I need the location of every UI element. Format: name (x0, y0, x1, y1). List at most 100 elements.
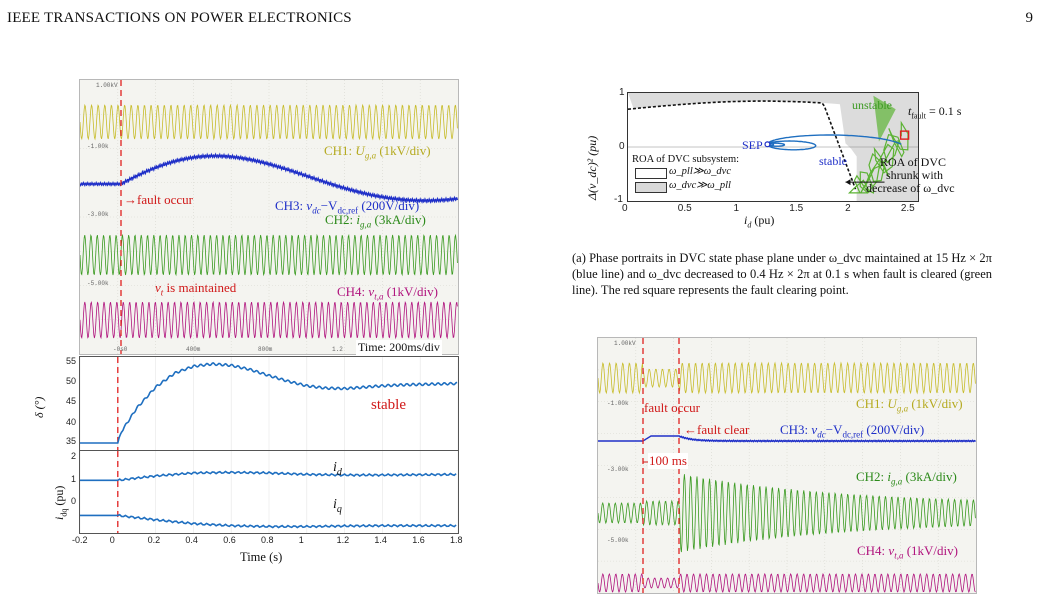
idq-plot-svg (80, 451, 458, 533)
left-ch1-label: CH1: Ug,a (1kV/div) (324, 143, 431, 161)
left-scope-t2: 800m (258, 346, 273, 353)
roa-dvc-line2: shrunk with (886, 168, 943, 182)
left-scope-grid-m3: -3.00k (87, 211, 109, 218)
right-ch4-label: CH4: vt,a (1kV/div) (857, 543, 958, 561)
idq-xlabel: Time (s) (240, 550, 283, 564)
phase-sep-label: SEP (742, 138, 763, 152)
sep-marker (764, 141, 771, 148)
left-ch1-trace (80, 103, 458, 141)
page-number: 9 (1025, 10, 1034, 26)
right-scope-grid-top: 1.00kV (614, 340, 636, 347)
delta-plot (79, 356, 459, 451)
journal-header: IEEE TRANSACTIONS ON POWER ELECTRONICS (7, 10, 352, 26)
idq-xtick: 1.4 (374, 535, 387, 545)
phase-plot-svg (628, 93, 918, 201)
idq-xtick: 1.6 (412, 535, 425, 545)
phase-ylabel: Δ(v_dc)² (pu) (585, 135, 599, 200)
phase-xtick: 0 (622, 203, 628, 214)
phase-unstable-label: unstable (852, 98, 892, 112)
phase-xtick: 2 (845, 203, 851, 214)
right-scope-grid-m3: -3.00k (607, 466, 629, 473)
idq-xtick: 0.2 (147, 535, 161, 545)
delta-stable-label: stable (371, 397, 406, 413)
delta-ytick-35: 35 (66, 436, 77, 446)
left-scope-t3: 1.2 (332, 346, 343, 353)
phase-xlabel: id (pu) (744, 213, 775, 230)
roa-grey-region (628, 93, 918, 201)
roa-legend-title: ROA of DVC subsystem: (632, 154, 740, 165)
delta-ytick-55: 55 (66, 356, 77, 366)
idq-xtick: -0.2 (72, 535, 88, 545)
phase-ytick-1: 1 (619, 87, 625, 98)
idq-ytick-1: 1 (71, 474, 77, 484)
idq-xtick: 0 (109, 535, 115, 545)
idq-ylabel: idq (pu) (52, 485, 69, 520)
left-vt-maintained-label: vt is maintained (155, 280, 237, 298)
right-scope-grid-m1: -1.00k (607, 400, 629, 407)
roa-legend-white: ω_pll≫ω_dvc (669, 166, 731, 177)
left-oscilloscope (79, 79, 459, 355)
idq-ytick-2: 2 (71, 451, 77, 461)
phase-plot (627, 92, 919, 202)
right-ch1-label: CH1: Ug,a (1kV/div) (856, 396, 963, 414)
left-scope-t1: 400m (186, 346, 201, 353)
iq-series-line (80, 513, 457, 529)
phase-xtick: 0.5 (677, 203, 692, 214)
left-ch3-trace (80, 152, 458, 204)
right-duration-label: 100 ms (648, 453, 688, 469)
idq-xtick: 1.8 (450, 535, 463, 545)
right-scope-traces (598, 338, 976, 593)
idq-xtick: 0.4 (185, 535, 198, 545)
right-ch3-trace (598, 435, 976, 443)
id-series-line (80, 470, 457, 482)
right-ch2-trace (598, 474, 976, 553)
right-ch3-label: CH3: vdc−Vdc,ref (200V/div) (780, 422, 925, 440)
right-ch1-trace (598, 361, 976, 395)
roa-legend-white-swatch (635, 168, 667, 179)
left-scope-grid-m1: -1.00k (87, 143, 109, 150)
left-time-div-label: Time: 200ms/div (356, 340, 442, 355)
idq-xtick: 1 (298, 535, 304, 545)
left-ch2-label: CH2: ig,a (3kA/div) (325, 212, 426, 230)
phase-stable-label: stable (819, 154, 847, 168)
delta-ytick-50: 50 (66, 376, 77, 386)
idq-xtick: 0.6 (223, 535, 236, 545)
figure-caption-a: (a) Phase portraits in DVC state phase p… (572, 251, 992, 297)
delta-plot-svg (80, 357, 458, 450)
right-ch4-trace (598, 572, 976, 593)
roa-legend-grey: ω_dvc≫ω_pll (669, 180, 731, 191)
phase-xtick: 1.5 (789, 203, 804, 214)
phase-tfault-label: tfault = 0.1 s (908, 104, 962, 121)
unstable-trajectory (847, 120, 909, 194)
left-ch3-label: CH3: vdc−Vdc,ref (200V/div) (275, 198, 420, 216)
left-scope-traces (80, 80, 458, 354)
delta-ylabel: δ (°) (32, 396, 46, 418)
phase-xtick: 1 (733, 203, 740, 214)
idq-ytick-0: 0 (71, 496, 77, 506)
left-scope-grid-top: 1.00kV (96, 82, 118, 89)
left-ch2-trace (80, 233, 458, 277)
delta-series-line (80, 362, 458, 444)
right-ch2-label: CH2: ig,a (3kA/div) (856, 469, 957, 487)
idq-plot (79, 450, 459, 534)
left-scope-grid-m5: -5.00k (87, 280, 109, 287)
left-ch4-label: CH4: vt,a (1kV/div) (337, 284, 438, 302)
phase-ytick-0: 0 (619, 141, 625, 152)
left-ch4-trace (80, 300, 458, 340)
idq-xtick: 1.2 (336, 535, 350, 545)
right-scope-grid-m5: -5.00k (607, 537, 629, 544)
fault-clearing-square (899, 130, 910, 140)
left-fault-occur-label: →fault occur (124, 192, 193, 207)
idq-xtick: 0.8 (261, 535, 274, 545)
right-fault-occur-label: fault occur (644, 400, 700, 415)
delta-ytick-40: 40 (66, 417, 77, 427)
right-fault-clear-label: ←fault clear (684, 422, 750, 437)
delta-ytick-45: 45 (66, 396, 77, 406)
roa-legend-grey-swatch (635, 182, 667, 193)
left-scope-t0: -0s0 (113, 346, 128, 353)
roa-dvc-line3: decrease of ω_dvc (866, 181, 955, 195)
roa-dvc-line1: ROA of DVC (880, 155, 947, 169)
phase-ytick-m1: -1 (614, 194, 623, 205)
iq-series-label: iq (333, 497, 342, 515)
unstable-fan (873, 95, 896, 142)
